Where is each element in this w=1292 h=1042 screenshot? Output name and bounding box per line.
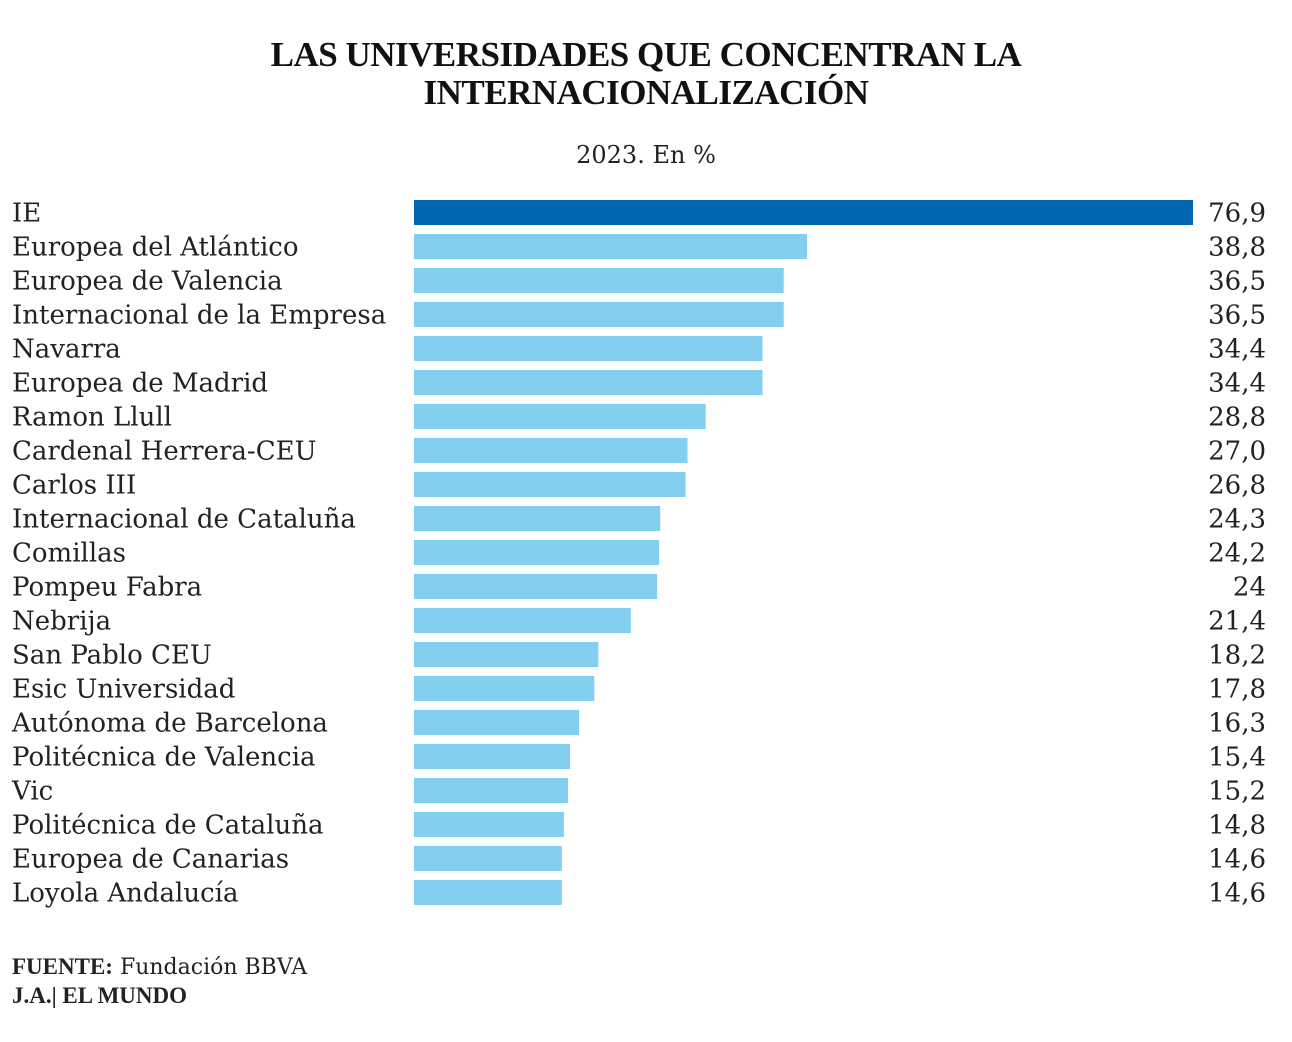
credit-line: J.A.| EL MUNDO [12,983,188,1008]
value-label: 15,4 [1208,743,1266,773]
category-label: Comillas [12,539,126,569]
bar-12 [414,608,631,633]
category-label: Politécnica de Cataluña [12,811,323,841]
source-label: FUENTE: [12,954,113,979]
bar-3 [414,302,784,327]
value-label: 15,2 [1208,777,1266,807]
value-label: 14,6 [1208,879,1266,909]
category-label: Nebrija [12,607,111,637]
bar-18 [414,812,564,837]
category-label: Europea del Atlántico [12,233,299,263]
category-label: Politécnica de Valencia [12,743,316,773]
chart-title: LAS UNIVERSIDADES QUE CONCENTRAN LA INTE… [0,36,1292,112]
category-label: Europea de Canarias [12,845,289,875]
category-label: Loyola Andalucía [12,879,238,909]
value-label: 28,8 [1208,403,1266,433]
chart-subtitle: 2023. En % [576,141,716,169]
bar-0 [414,200,1193,225]
category-label: IE [12,199,41,229]
bar-5 [414,370,763,395]
value-label: 14,8 [1208,811,1266,841]
bar-15 [414,710,580,735]
value-label: 14,6 [1208,845,1266,875]
bar-2 [414,268,784,293]
bar-10 [414,540,660,565]
chart-title-line-1: LAS UNIVERSIDADES QUE CONCENTRAN LA [270,35,1022,74]
category-label: Esic Universidad [12,675,235,705]
category-label: Vic [11,777,53,807]
value-label: 36,5 [1208,267,1266,297]
bar-13 [414,642,599,667]
bar-11 [414,574,658,599]
bar-4 [414,336,763,361]
bar-1 [414,234,807,259]
category-label: Autónoma de Barcelona [11,709,328,739]
category-label: Europea de Madrid [12,369,268,399]
value-label: 21,4 [1208,607,1266,637]
bar-19 [414,846,562,871]
value-label: 18,2 [1208,641,1266,671]
value-label: 26,8 [1208,471,1266,501]
bar-7 [414,438,688,463]
bar-16 [414,744,570,769]
value-label: 34,4 [1208,369,1266,399]
category-label: Navarra [12,335,121,365]
bar-9 [414,506,661,531]
value-label: 76,9 [1208,199,1266,229]
category-label: Ramon Llull [12,403,172,433]
source-value: Fundación BBVA [119,955,308,980]
bar-14 [414,676,595,701]
bar-17 [414,778,568,803]
category-label: Europea de Valencia [12,267,283,297]
value-label: 38,8 [1208,233,1266,263]
category-label: Internacional de Cataluña [12,505,356,535]
chart-footer: FUENTE: Fundación BBVA J.A.| EL MUNDO [12,954,307,1009]
bar-20 [414,880,562,905]
value-label: 16,3 [1208,709,1266,739]
bar-8 [414,472,686,497]
value-label: 36,5 [1208,301,1266,331]
bar-6 [414,404,706,429]
category-label: Carlos III [12,471,136,501]
category-label: Internacional de la Empresa [12,301,386,331]
category-label: San Pablo CEU [12,641,212,671]
value-label: 24,2 [1208,539,1266,569]
value-label: 27,0 [1208,437,1266,467]
value-label: 24,3 [1208,505,1266,535]
bar-chart: IE 76,9 Europea del Atlántico 38,8 Europea d… [11,199,1266,909]
chart-title-line-2: INTERNACIONALIZACIÓN [423,73,869,112]
value-label: 17,8 [1208,675,1266,705]
value-label: 34,4 [1208,335,1266,365]
value-label: 24 [1233,573,1266,603]
category-label: Cardenal Herrera-CEU [12,437,316,467]
category-label: Pompeu Fabra [12,573,202,603]
